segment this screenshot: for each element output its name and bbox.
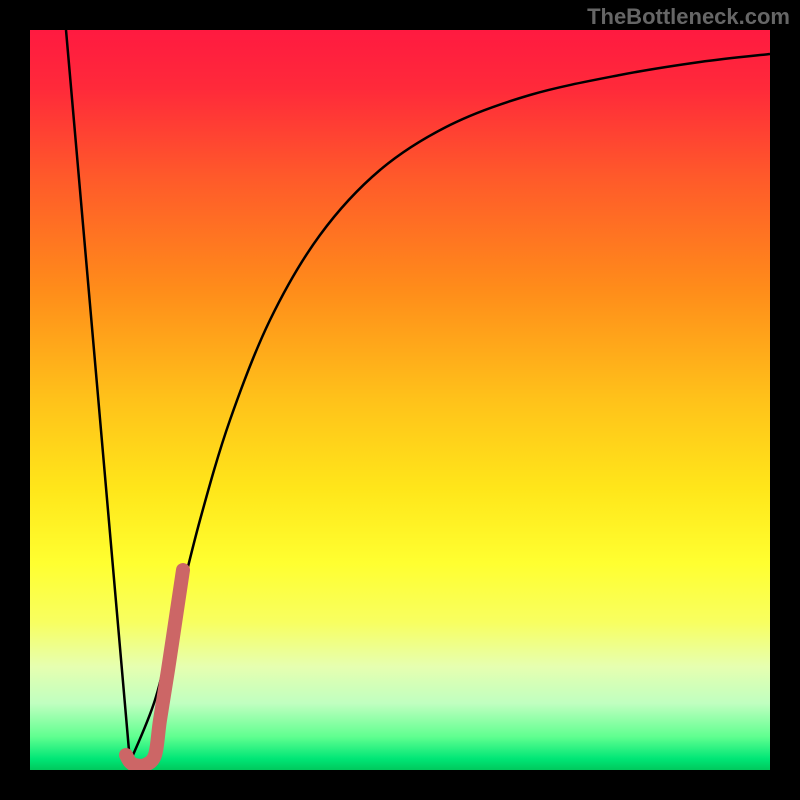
chart-outer-bg [0, 0, 800, 800]
border-left [0, 0, 30, 800]
chart-container: TheBottleneck.com [0, 0, 800, 800]
border-right [770, 0, 800, 800]
border-bottom [0, 770, 800, 800]
watermark-text: TheBottleneck.com [587, 4, 790, 30]
